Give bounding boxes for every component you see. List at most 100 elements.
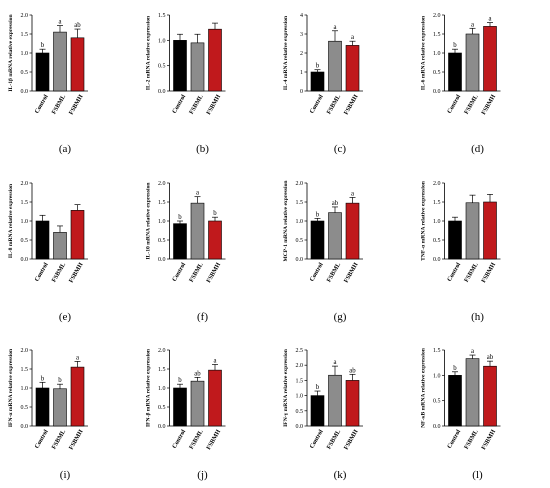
panel-7-bar-control [310,220,325,260]
panel-1-category-label: Control [33,93,49,115]
panel-12-bar-fsbml [465,358,480,427]
panel-11-y-tick-label: 0.5 [296,409,304,415]
panel-6-sig-label: b [213,210,217,217]
panel-12-sig-label: b [453,365,457,372]
panel-10-y-tick-label: 0.5 [158,405,166,411]
panel-1-bar-fsbml [53,31,67,92]
panel-9-bar-fsbml [53,388,67,427]
panel-4-category-label: FSBMH [480,93,497,116]
panel-9-y-tick-label: 2.0 [21,348,29,354]
panel-5-y-tick-label: 0.0 [21,257,29,263]
panel-9-y-tick-label: 1.5 [21,367,29,373]
panel-6-bar-control [173,223,187,260]
panel-1-sig-label: a [58,19,61,26]
panel-6-y-tick-label: 1.5 [158,200,166,206]
panel-5-y-tick-label: 2.0 [21,181,29,187]
panel-9-sig-label: b [58,377,62,384]
panel-4-label: (d) [471,143,484,155]
panel-5-label: (e) [59,311,72,323]
panel-9-category-label: FSBMH [68,428,85,451]
panel-3-y-tick-label: 4 [300,13,303,19]
panel-8-y-tick-label: 1.0 [433,219,441,225]
panel-2-y-tick-label: 1.5 [158,13,166,19]
panel-3-sig-label: a [333,24,336,31]
panel-9-sig-label: b [41,375,45,382]
panel-7-y-tick-label: 1.5 [296,200,304,206]
panel-7-y-axis-label: MCP-1 mRNA relative expression [283,180,289,262]
panel-10-y-tick-label: 2.0 [158,348,166,354]
panel-4-y-tick-label: 0.0 [433,89,441,95]
panel-6-y-tick-label: 0.0 [158,257,166,263]
panel-3-category-label: FSBMH [343,93,360,116]
panel-7-sig-label: ab [332,200,339,207]
panel-1-category-label: FSBML [50,94,67,116]
panel-8-y-tick-label: 1.5 [433,200,441,206]
panel-10-bar-fsbmh [208,369,222,427]
panel-7-y-tick-label: 2.0 [296,181,304,187]
panel-3-y-axis-label: IL-4 mRNA relative expression [283,15,289,90]
panel-8-y-tick-label: 0.0 [433,257,441,263]
panel-10-sig-label: a [213,357,216,364]
panel-6-bar-fsbmh [208,220,222,260]
panel-12-y-tick-label: 1.5 [433,348,441,354]
panel-2-y-axis-label: IL-2 mRNA relative expression [146,15,152,90]
panel-10-bar-fsbml [190,380,205,427]
panel-4-sig-label: a [471,21,474,28]
panel-12-sig-label: a [471,348,474,355]
panel-4-sig-label: a [488,16,491,23]
panel-10-y-tick-label: 0.0 [158,424,166,430]
panel-5-y-tick-label: 0.5 [21,238,29,244]
panel-4-bar-fsbmh [483,26,497,92]
panel-6-category-label: FSBMH [205,261,222,284]
panel-2: 0.0 0.5 1.0 1.5 IL-2 mRNA relative expressio… [146,13,226,155]
panel-7-category-label: FSBMH [343,261,360,284]
panel-1-bar-fsbmh [70,37,85,92]
panel-11-sig-label: b [316,384,320,391]
panel-8-label: (h) [471,311,484,323]
panel-1-y-tick-label: 0.5 [21,70,29,76]
panel-3: 0 1 2 3 4 IL-4 mRNA relative expression b Contr… [283,13,363,155]
panel-12-y-axis-label: NF-κB mRNA relative expression [421,347,427,428]
panel-2-category-label: FSBMH [205,93,222,116]
panel-8-category-label: FSBMH [480,261,497,284]
panel-3-sig-label: a [351,34,354,41]
panel-12-label: (l) [472,469,483,481]
panel-9: 0.0 0.5 1.0 1.5 2.0 IFN-α mRNA relative expre… [8,348,88,481]
panel-1-category-label: FSBMH [68,93,85,116]
panel-10-category-label: Control [171,428,187,450]
panel-12-category-label: FSBML [463,429,480,451]
panel-3-sig-label: b [316,63,320,70]
panel-8-category-label: Control [446,261,462,283]
panel-6-y-axis-label: IL-10 mRNA relative expression [146,182,152,260]
panel-9-y-tick-label: 1.0 [21,386,29,392]
panel-11-y-tick-label: 2.5 [296,348,304,354]
panel-4-y-tick-label: 1.5 [433,32,441,38]
panel-12-sig-label: ab [487,354,494,361]
panel-7-y-tick-label: 0.0 [296,257,304,263]
panel-1-y-axis-label: IL-1β mRNA relative expression [8,14,14,92]
panel-9-label: (i) [60,469,71,481]
panel-3-bar-control [310,71,325,92]
panel-5-y-tick-label: 1.0 [21,219,29,225]
panel-10-category-label: FSBML [188,429,205,451]
panel-12-category-label: FSBMH [480,428,497,451]
panel-6-y-tick-label: 1.0 [158,219,166,225]
panel-7-category-label: Control [308,261,324,283]
panel-2-y-tick-label: 0.0 [158,89,166,95]
panel-11-category-label: Control [308,428,324,450]
panel-4-sig-label: b [453,42,457,49]
panel-11-category-label: FSBML [325,429,342,451]
panel-10-y-tick-label: 1.5 [158,367,166,373]
panel-4-bar-control [448,52,462,92]
panel-10-sig-label: b [178,377,182,384]
panel-6: 0.0 0.5 1.0 1.5 2.0 IL-10 mRNA relative expre… [146,181,226,323]
panel-1-sig-label: b [41,42,45,49]
panel-12-category-label: Control [446,428,462,450]
panel-3-category-label: FSBML [325,94,342,116]
panel-11-sig-label: a [333,359,336,366]
panel-11-bar-fsbmh [345,380,360,427]
panel-11-y-tick-label: 1.5 [296,378,304,384]
panel-6-sig-label: a [196,190,199,197]
panel-2-label: (b) [196,143,209,155]
panel-4-y-tick-label: 1.0 [433,51,441,57]
